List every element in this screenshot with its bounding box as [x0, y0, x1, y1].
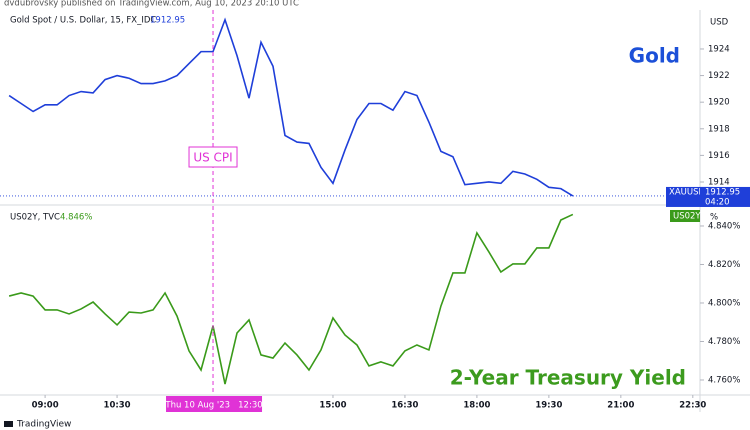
y-tick-label: 1916 — [708, 151, 730, 161]
cursor-annotation: US CPI — [193, 151, 232, 165]
legend-value: 1912.95 — [150, 16, 185, 26]
y-tick-label: 1914 — [708, 177, 730, 187]
y-tick-label: 4.780% — [708, 337, 740, 347]
annotation: 2-Year Treasury Yield — [450, 366, 686, 390]
price-badge — [670, 210, 700, 222]
legend-title: Gold Spot / U.S. Dollar, 15, FX_IDC — [10, 16, 156, 26]
y-tick-label: 1918 — [708, 124, 730, 134]
footer: TradingView — [16, 420, 71, 430]
y-tick-label: 1920 — [708, 98, 730, 108]
series-name: US02Y — [673, 212, 701, 222]
y-tick-label: 4.800% — [708, 298, 740, 308]
x-tick-label: 16:30 — [391, 401, 418, 411]
x-tick-label: 10:30 — [104, 401, 131, 411]
series-name: XAUUSD — [669, 187, 705, 197]
x-tick-label: 18:00 — [463, 401, 490, 411]
x-tick-label: 22:30 — [679, 401, 706, 411]
last-value: 1912.95 — [705, 187, 740, 197]
header: dvdubrovsky published on TradingView.com… — [4, 0, 299, 9]
x-tick-label: 15:00 — [319, 401, 346, 411]
series-line — [8, 213, 574, 385]
y-tick-label: 4.840% — [708, 221, 740, 231]
annotation: Gold — [629, 44, 680, 68]
x-tick-label: 21:00 — [607, 401, 634, 411]
x-tick-label: 19:30 — [535, 401, 562, 411]
y-tick-label: 4.820% — [708, 260, 740, 270]
axis-unit: % — [710, 213, 718, 223]
series-line — [8, 17, 574, 197]
y-tick-label: 4.760% — [708, 375, 740, 385]
cursor-annotation-box — [188, 146, 238, 168]
legend-value: 4.846% — [60, 213, 92, 223]
countdown: 04:20 — [705, 197, 730, 207]
y-tick-label: 1922 — [708, 71, 730, 81]
footer-logo: TradingView — [4, 420, 71, 430]
x-tick-label: 09:00 — [32, 401, 59, 411]
price-badge-value — [700, 186, 750, 207]
axis-unit: USD — [710, 18, 729, 28]
legend-title: US02Y, TVC — [10, 213, 60, 223]
cursor-label: Thu 10 Aug '23 12:30 — [164, 401, 262, 411]
cursor-label-box — [166, 396, 263, 412]
y-tick-label: 1924 — [708, 44, 730, 54]
